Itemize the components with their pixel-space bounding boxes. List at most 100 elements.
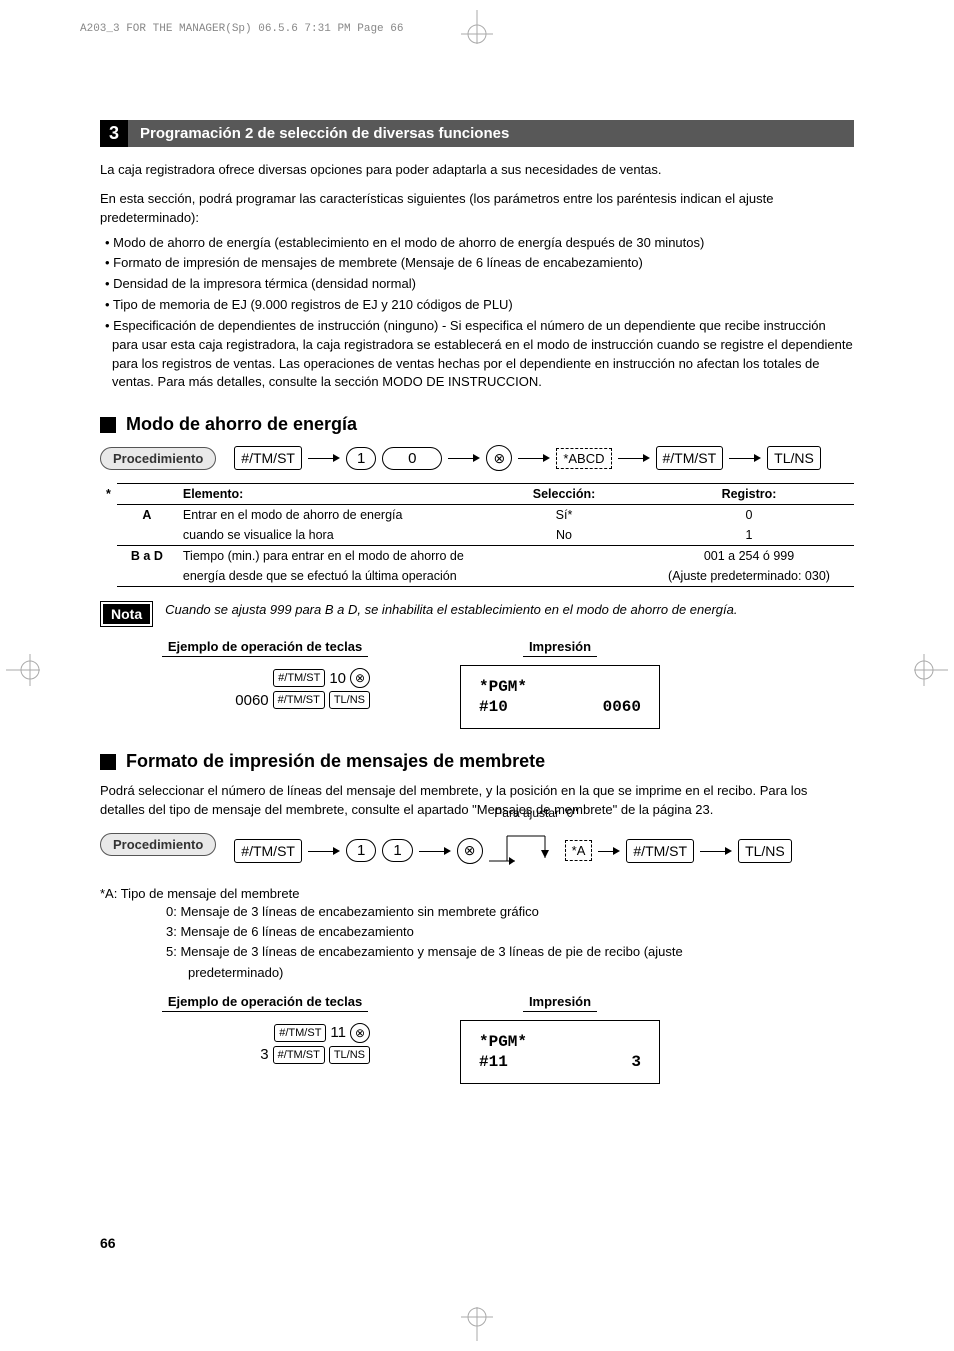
key-tlns: TL/NS	[329, 1046, 370, 1064]
key-tmst: #/TM/ST	[626, 839, 694, 863]
table-header: Elemento:	[177, 484, 484, 505]
operation-example-row: Ejemplo de operación de teclas #/TM/ST 1…	[160, 639, 854, 729]
crop-mark-right	[908, 640, 948, 700]
key-num: 3	[260, 1046, 268, 1063]
key-tmst: #/TM/ST	[273, 691, 325, 709]
table-star: *	[100, 484, 117, 505]
key-flow: #/TM/ST 1 1 ⊗	[234, 828, 791, 874]
key-1: 1	[346, 839, 376, 862]
key-tlns: TL/NS	[738, 839, 792, 863]
key-1b: 1	[382, 839, 412, 862]
arrow-icon	[729, 457, 761, 459]
bullet-item: • Tipo de memoria de EJ (9.000 registros…	[102, 296, 854, 315]
page-number: 66	[100, 1235, 116, 1251]
key-multiply: ⊗	[457, 838, 483, 864]
page-content: 3 Programación 2 de selección de diversa…	[100, 120, 854, 1094]
intro-p1: La caja registradora ofrece diversas opc…	[100, 161, 854, 180]
table-header	[117, 484, 177, 505]
receipt-value: 0060	[603, 698, 641, 716]
key-0: 0	[382, 447, 442, 470]
subsection-header: Formato de impresión de mensajes de memb…	[100, 751, 854, 772]
branch-label: Para ajustar "0"	[494, 806, 577, 820]
procedure-pill: Procedimiento	[100, 833, 216, 856]
key-tmst: #/TM/ST	[274, 1024, 326, 1042]
arrow-icon	[598, 850, 620, 852]
section-header: 3 Programación 2 de selección de diversa…	[100, 120, 854, 147]
key-tmst: #/TM/ST	[273, 669, 325, 687]
receipt-line: *PGM*	[479, 1033, 641, 1051]
key-flow: #/TM/ST 1 0 ⊗ *ABCD #/TM/ST TL/NS	[234, 445, 821, 471]
key-num: 0060	[235, 692, 268, 709]
square-bullet-icon	[100, 417, 116, 433]
note-text: Cuando se ajusta 999 para B a D, se inha…	[165, 601, 737, 619]
op-keys-title: Ejemplo de operación de teclas	[162, 639, 368, 657]
receipt-line: *PGM*	[479, 678, 641, 696]
note-label: Nota	[103, 604, 150, 624]
arrow-icon	[700, 850, 732, 852]
list-item-cont: predeterminado)	[188, 964, 854, 982]
receipt-code: #11	[479, 1053, 508, 1071]
table-row: A Entrar en el modo de ahorro de energía…	[100, 505, 854, 526]
arrow-icon	[419, 850, 451, 852]
arrow-icon	[518, 457, 550, 459]
procedure-row: Procedimiento #/TM/ST 1 0 ⊗ *ABCD #/TM/S…	[100, 445, 854, 471]
key-multiply: ⊗	[486, 445, 512, 471]
bullet-item: • Modo de ahorro de energía (establecimi…	[102, 234, 854, 253]
key-multiply: ⊗	[350, 668, 370, 688]
param-a: *A	[565, 840, 593, 861]
list-item: 3: Mensaje de 6 líneas de encabezamiento	[166, 923, 854, 941]
crop-mark-bottom	[0, 1301, 954, 1341]
table-row: energía desde que se efectuó la última o…	[100, 566, 854, 587]
print-header: A203_3 FOR THE MANAGER(Sp) 06.5.6 7:31 P…	[80, 23, 403, 35]
bullet-item: • Densidad de la impresora térmica (dens…	[102, 275, 854, 294]
op-keys-title: Ejemplo de operación de teclas	[162, 994, 368, 1012]
note-row: Nota Cuando se ajusta 999 para B a D, se…	[100, 601, 854, 627]
key-multiply: ⊗	[350, 1023, 370, 1043]
arrow-icon	[308, 457, 340, 459]
key-tmst: #/TM/ST	[234, 839, 302, 863]
receipt-value: 3	[631, 1053, 641, 1071]
subsection-title: Formato de impresión de mensajes de memb…	[126, 751, 545, 772]
note-badge: Nota	[100, 601, 153, 627]
receipt-code: #10	[479, 698, 508, 716]
subsection-header: Modo de ahorro de energía	[100, 414, 854, 435]
paragraph: Podrá seleccionar el número de líneas de…	[100, 782, 854, 820]
op-print-col: Impresión *PGM* #10 0060	[460, 639, 660, 729]
options-list: 0: Mensaje de 3 líneas de encabezamiento…	[166, 903, 854, 982]
key-num: 10	[329, 670, 346, 687]
table-row: cuando se visualice la hora No 1	[100, 525, 854, 546]
section-number: 3	[100, 120, 128, 147]
bullet-list: • Modo de ahorro de energía (establecimi…	[102, 234, 854, 393]
receipt-box: *PGM* #11 3	[460, 1020, 660, 1084]
bullet-item: • Especificación de dependientes de inst…	[102, 317, 854, 392]
receipt-box: *PGM* #10 0060	[460, 665, 660, 729]
key-tmst: #/TM/ST	[234, 446, 302, 470]
op-keys-col: Ejemplo de operación de teclas #/TM/ST 1…	[160, 994, 370, 1084]
key-tmst: #/TM/ST	[273, 1046, 325, 1064]
list-head: *A: Tipo de mensaje del membrete	[100, 886, 854, 901]
table-header: Registro:	[644, 484, 854, 505]
op-print-title: Impresión	[523, 639, 597, 657]
key-tlns: TL/NS	[767, 446, 821, 470]
table-row: B a D Tiempo (min.) para entrar en el mo…	[100, 546, 854, 567]
op-print-title: Impresión	[523, 994, 597, 1012]
procedure-pill: Procedimiento	[100, 447, 216, 470]
table-header: Selección:	[484, 484, 644, 505]
key-num: 11	[330, 1024, 346, 1041]
intro-p2: En esta sección, podrá programar las car…	[100, 190, 854, 228]
param-abcd: *ABCD	[556, 448, 611, 469]
settings-table: * Elemento: Selección: Registro: A Entra…	[100, 483, 854, 587]
arrow-icon	[618, 457, 650, 459]
bullet-item: • Formato de impresión de mensajes de me…	[102, 254, 854, 273]
branch-icon	[489, 828, 559, 874]
square-bullet-icon	[100, 754, 116, 770]
key-tmst: #/TM/ST	[656, 446, 724, 470]
arrow-icon	[448, 457, 480, 459]
list-item: 5: Mensaje de 3 líneas de encabezamiento…	[166, 943, 854, 961]
op-keys-col: Ejemplo de operación de teclas #/TM/ST 1…	[160, 639, 370, 729]
key-tlns: TL/NS	[329, 691, 370, 709]
arrow-icon	[308, 850, 340, 852]
crop-mark-left	[6, 640, 46, 700]
subsection-title: Modo de ahorro de energía	[126, 414, 357, 435]
list-item: 0: Mensaje de 3 líneas de encabezamiento…	[166, 903, 854, 921]
